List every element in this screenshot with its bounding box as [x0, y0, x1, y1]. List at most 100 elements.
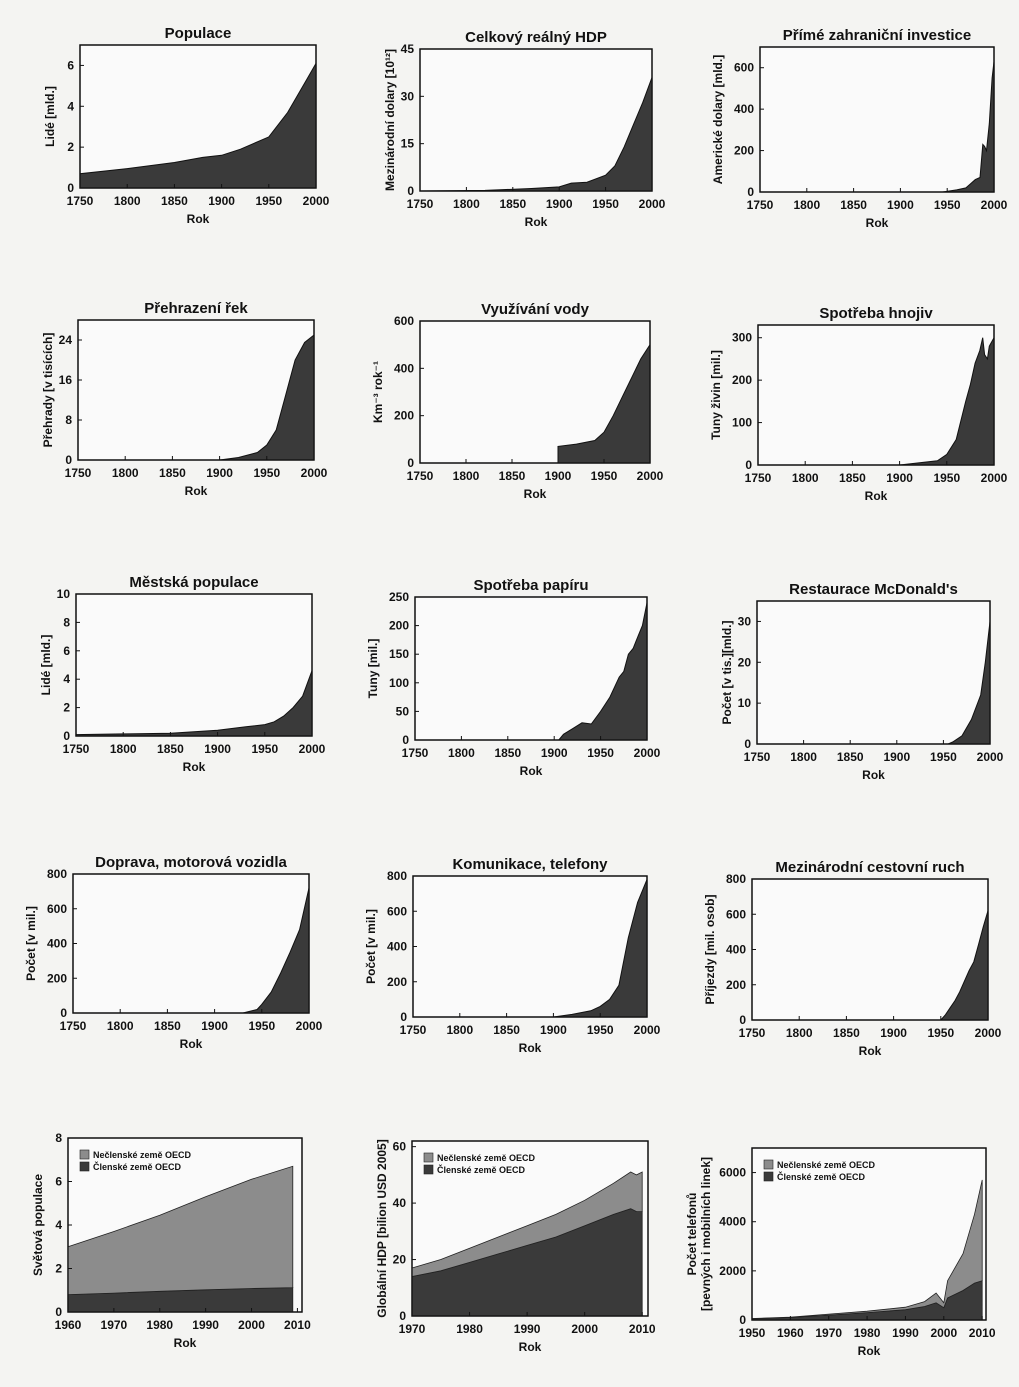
plot-frame [75, 593, 313, 737]
x-tick-label: 1950 [587, 746, 614, 760]
y-tick-label: 30 [401, 89, 415, 103]
y-tick-label: 2 [63, 701, 70, 715]
y-tick-label: 200 [47, 971, 67, 985]
chart-15: 1950 1960 1970 1980 1990 2000 2010 0 2000 4000 600… [685, 1147, 996, 1358]
plot-border [77, 319, 315, 461]
plot-border [756, 600, 991, 745]
y-axis-label: Příjezdy [mil. osob] [703, 894, 717, 1004]
x-tick-label: 1850 [837, 750, 864, 764]
x-tick-label: 1750 [407, 197, 434, 211]
x-tick-label: 2010 [629, 1322, 656, 1336]
x-tick-label: 1970 [815, 1326, 842, 1340]
x-axis-label: Rok [185, 484, 208, 498]
y-axis-label: Přehrady [v tisících] [41, 333, 55, 448]
x-tick-label: 1750 [744, 750, 771, 764]
x-tick-label: 1960 [777, 1326, 804, 1340]
x-tick-label: 2000 [975, 1026, 1002, 1040]
y-tick-label: 0 [67, 181, 74, 195]
y-tick-label: 400 [47, 937, 67, 951]
x-tick-label: 1950 [930, 750, 957, 764]
y-tick-label: 10 [738, 696, 752, 710]
y-axis-label: Tuny [mil.] [366, 639, 380, 699]
y-tick-label: 200 [389, 619, 409, 633]
x-tick-label: 1850 [493, 1023, 520, 1037]
x-tick-label: 2000 [639, 197, 666, 211]
legend-swatch [763, 1159, 774, 1170]
x-tick-label: 1800 [793, 198, 820, 212]
y-tick-label: 6 [55, 1175, 62, 1189]
x-axis-label: Rok [866, 216, 889, 230]
x-tick-label: 2000 [930, 1326, 957, 1340]
y-tick-label: 0 [744, 737, 751, 751]
x-tick-label: 1980 [854, 1326, 881, 1340]
x-axis-label: Rok [520, 764, 543, 778]
y-tick-label: 800 [387, 869, 407, 883]
plot-frame [759, 46, 995, 193]
legend-swatch [79, 1149, 90, 1160]
y-axis-label: Počet [v mil.] [364, 909, 378, 984]
chart-title: Spotřeba hnojiv [819, 305, 933, 322]
y-tick-label: 40 [393, 1196, 407, 1210]
x-tick-label: 1750 [60, 1019, 87, 1033]
data-area [419, 77, 653, 192]
x-tick-label: 1800 [453, 469, 480, 483]
x-tick-label: 1750 [65, 466, 92, 480]
x-axis-label: Rok [180, 1037, 203, 1051]
x-axis-label: Rok [174, 1336, 197, 1350]
x-tick-label: 1900 [208, 194, 235, 208]
x-tick-label: 1950 [934, 198, 961, 212]
legend-swatch [79, 1161, 90, 1172]
y-tick-label: 600 [47, 902, 67, 916]
x-axis-label: Rok [187, 212, 210, 226]
y-tick-label: 400 [726, 943, 746, 957]
chart-title: Restaurace McDonald's [789, 581, 958, 598]
x-tick-label: 1850 [839, 471, 866, 485]
x-tick-label: 2000 [981, 471, 1008, 485]
y-tick-label: 0 [55, 1305, 62, 1319]
x-tick-label: 1980 [456, 1322, 483, 1336]
series-area-non-oecd [751, 1179, 983, 1320]
x-tick-label: 1960 [55, 1318, 82, 1332]
x-tick-label: 1850 [161, 194, 188, 208]
y-tick-label: 24 [59, 333, 73, 347]
x-tick-label: 1900 [886, 471, 913, 485]
x-tick-label: 1750 [63, 742, 90, 756]
x-tick-label: 1970 [101, 1318, 128, 1332]
chart-13: 1960 1970 1980 1990 2000 2010 0 2 4 6 8 Rok Světová … [31, 1131, 311, 1350]
x-tick-label: 1900 [545, 469, 572, 483]
legend-swatch [763, 1171, 774, 1182]
x-tick-label: 1950 [739, 1326, 766, 1340]
y-tick-label: 20 [738, 655, 752, 669]
y-tick-label: 2000 [719, 1264, 746, 1278]
x-tick-label: 1900 [201, 1019, 228, 1033]
y-tick-label: 0 [399, 1309, 406, 1323]
y-tick-label: 200 [732, 373, 752, 387]
x-tick-label: 2000 [296, 1019, 323, 1033]
y-tick-label: 0 [745, 458, 752, 472]
y-tick-label: 0 [60, 1006, 67, 1020]
x-tick-label: 1970 [399, 1322, 426, 1336]
x-tick-label: 1800 [786, 1026, 813, 1040]
x-tick-label: 1950 [253, 466, 280, 480]
x-tick-label: 1900 [880, 1026, 907, 1040]
chart-title: Přímé zahraniční investice [783, 27, 971, 44]
y-tick-label: 20 [393, 1253, 407, 1267]
x-tick-label: 1800 [110, 742, 137, 756]
x-tick-label: 1950 [592, 197, 619, 211]
y-tick-label: 60 [393, 1140, 407, 1154]
chart-3: 1750 1800 1850 1900 1950 2000 0 200 400 600 Přímé … [711, 27, 1008, 230]
y-tick-label: 0 [739, 1013, 746, 1027]
x-tick-label: 1990 [514, 1322, 541, 1336]
chart-2: 1750 1800 1850 1900 1950 2000 0 15 30 45 Celkový r… [383, 29, 666, 229]
legend-label: Nečlenské země OECD [437, 1153, 536, 1163]
chart-title: Spotřeba papíru [473, 577, 588, 594]
x-tick-label: 2000 [571, 1322, 598, 1336]
x-tick-label: 1950 [251, 742, 278, 756]
plot-border [757, 324, 995, 466]
y-tick-label: 0 [400, 1010, 407, 1024]
y-tick-label: 400 [387, 940, 407, 954]
y-tick-label: 0 [739, 1313, 746, 1327]
y-tick-label: 600 [734, 61, 754, 75]
x-tick-label: 2000 [238, 1318, 265, 1332]
